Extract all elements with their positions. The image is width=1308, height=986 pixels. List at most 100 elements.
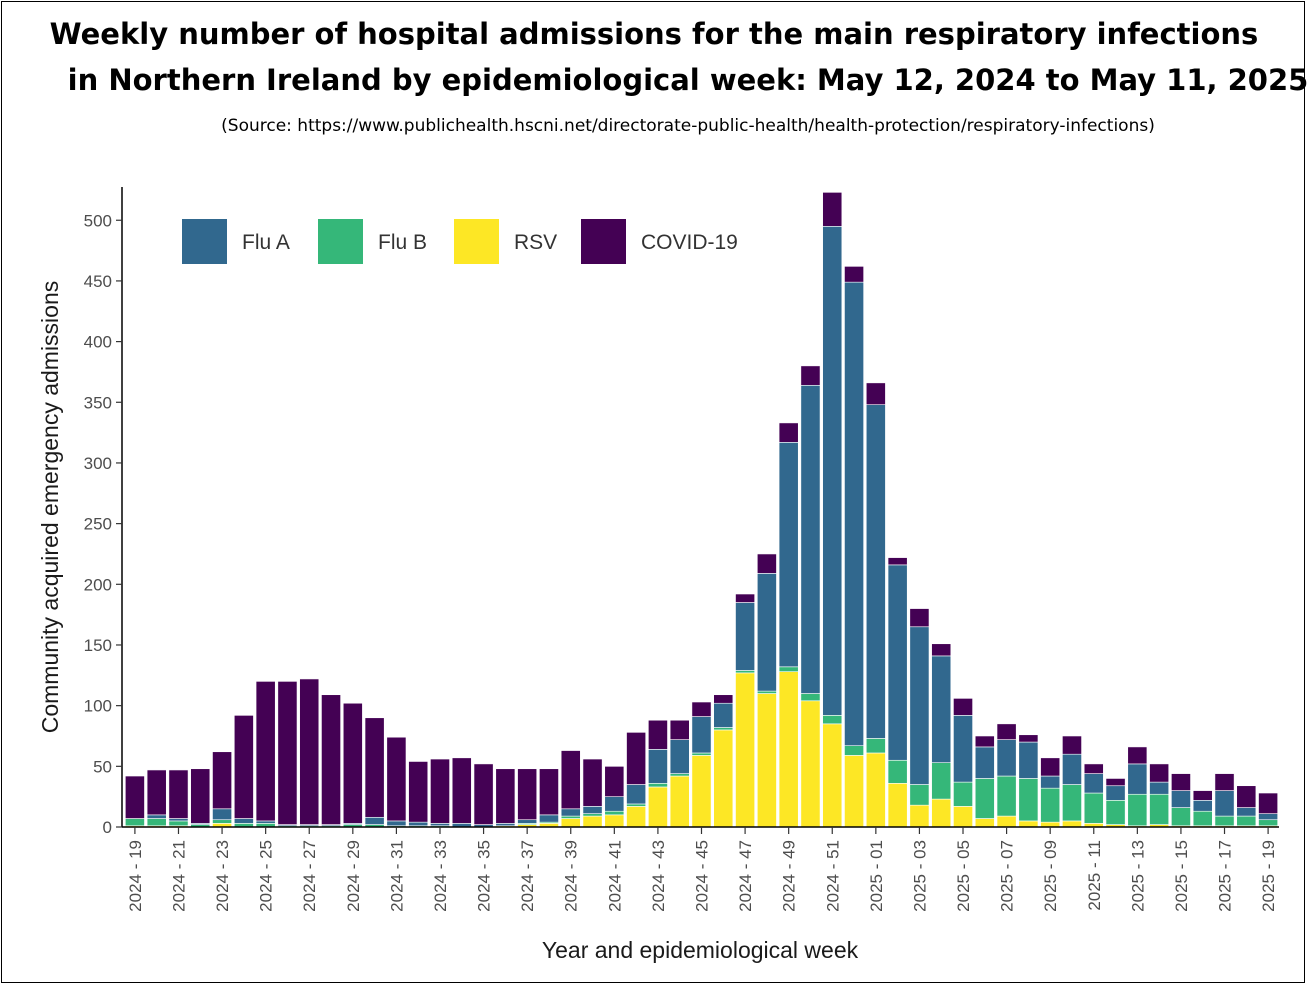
bar-segment-covid-19-2024-52: [844, 266, 864, 283]
bar-segment-rsv-2024-49: [778, 671, 799, 828]
legend-label-covid-19: COVID-19: [641, 231, 738, 254]
x-tick-label-2024-33: 2024 - 33: [431, 840, 450, 912]
bar-segment-flu-a-2025-07: [996, 739, 1017, 777]
y-axis-title: Community acquired emergency admissions: [37, 281, 63, 734]
bar-segment-rsv-2024-43: [648, 786, 668, 828]
bar-segment-covid-19-2024-48: [756, 553, 777, 574]
bar-segment-covid-19-2024-50: [800, 365, 821, 386]
bar-segment-flu-b-2025-01: [865, 738, 886, 754]
bar-segment-flu-b-2024-47: [735, 670, 755, 674]
bar-segment-flu-a-2024-32: [408, 821, 429, 827]
bar-segment-flu-a-2025-19: [1258, 813, 1279, 821]
bar-segment-flu-a-2025-17: [1214, 790, 1235, 817]
bar-segment-flu-b-2025-18: [1236, 815, 1257, 827]
bar-segment-rsv-2024-46: [713, 729, 734, 828]
bar-segment-flu-a-2025-05: [953, 715, 973, 783]
bar-segment-rsv-2024-39: [560, 818, 581, 828]
bar-segment-covid-19-2024-51: [822, 192, 843, 227]
chart-title-line-2: in Northern Ireland by epidemiological w…: [67, 63, 1308, 97]
bar-segment-covid-19-2024-24: [233, 715, 254, 819]
bar-segment-flu-a-2025-01: [865, 404, 886, 739]
bar-segment-flu-a-2024-37: [517, 819, 538, 824]
bar-segment-flu-b-2024-49: [778, 666, 799, 672]
bar-segment-flu-a-2024-25: [255, 820, 276, 824]
x-tick-label-2024-45: 2024 - 45: [693, 840, 712, 912]
bar-segment-flu-a-2024-48: [756, 573, 777, 692]
bar-segment-covid-19-2024-28: [321, 694, 341, 825]
x-tick-label-2024-19: 2024 - 19: [126, 840, 145, 912]
bar-segment-flu-b-2024-46: [713, 727, 734, 731]
bar-segment-rsv-2024-41: [604, 814, 625, 828]
x-tick-label-2025-15: 2025 - 15: [1172, 840, 1191, 912]
bar-segment-covid-19-2024-21: [168, 769, 189, 819]
bar-segment-covid-19-2024-31: [386, 736, 407, 822]
bar-segment-covid-19-2024-19: [125, 775, 145, 819]
bar-segment-covid-19-2025-12: [1105, 778, 1126, 787]
x-tick-label-2024-49: 2024 - 49: [780, 840, 799, 912]
bar-segment-covid-19-2024-37: [517, 768, 538, 821]
y-tick-label-50: 50: [93, 757, 112, 776]
y-tick-label-150: 150: [84, 636, 112, 655]
bar-segment-covid-19-2024-46: [713, 694, 734, 704]
bar-segment-flu-a-2024-30: [364, 816, 385, 825]
bar-segment-flu-b-2025-03: [909, 784, 930, 806]
bar-segment-covid-19-2025-16: [1192, 790, 1213, 801]
x-tick-label-2024-23: 2024 - 23: [213, 840, 232, 912]
bar-segment-flu-a-2025-03: [909, 626, 930, 785]
bar-segment-covid-19-2024-44: [669, 719, 690, 740]
bar-segment-covid-19-2024-36: [495, 768, 516, 824]
bar-segment-rsv-2024-45: [691, 755, 712, 828]
bar-segment-covid-19-2024-20: [146, 769, 167, 816]
x-tick-label-2024-29: 2024 - 29: [344, 840, 363, 912]
bar-segment-covid-19-2025-17: [1214, 773, 1235, 791]
bar-segment-flu-b-2024-42: [626, 803, 647, 807]
bar-segment-flu-b-2025-14: [1149, 793, 1170, 825]
bar-segment-covid-19-2024-29: [342, 702, 363, 824]
bar-segment-flu-a-2025-08: [1018, 741, 1039, 779]
x-tick-label-2025-19: 2025 - 19: [1259, 840, 1278, 912]
chart-source-note: (Source: https://www.publichealth.hscni.…: [221, 116, 1155, 136]
bar-segment-covid-19-2024-30: [364, 717, 385, 818]
bar-segment-flu-b-2025-11: [1083, 792, 1104, 824]
bar-segment-flu-b-2024-43: [648, 783, 668, 788]
bar-segment-flu-a-2024-51: [822, 226, 843, 716]
bar-segment-covid-19-2024-25: [255, 681, 276, 822]
bar-segment-rsv-2025-10: [1062, 820, 1082, 828]
bar-segment-flu-a-2024-40: [582, 806, 603, 814]
bar-segment-rsv-2024-52: [844, 755, 864, 828]
bar-segment-covid-19-2024-35: [473, 763, 494, 825]
bar-segment-rsv-2025-08: [1018, 820, 1039, 828]
bar-segment-flu-b-2025-06: [974, 778, 995, 819]
bar-segment-flu-a-2024-45: [691, 716, 712, 754]
bar-segment-covid-19-2025-08: [1018, 734, 1039, 743]
bar-segment-covid-19-2024-47: [735, 593, 755, 603]
bar-segment-flu-b-2024-52: [844, 745, 864, 756]
y-axis-ticks: 0 50 100 150 200 250 300 350 400 450 500: [84, 211, 122, 837]
bar-segment-flu-b-2025-02: [887, 759, 908, 784]
x-tick-label-2025-13: 2025 - 13: [1128, 840, 1147, 912]
bar-segment-covid-19-2025-14: [1149, 763, 1170, 783]
bar-segment-flu-b-2024-50: [800, 693, 821, 702]
legend-swatch-flu-b: [318, 219, 363, 264]
bar-segment-flu-a-2025-11: [1083, 773, 1104, 794]
bar-segment-flu-b-2024-44: [669, 773, 690, 777]
bar-segment-covid-19-2025-04: [931, 643, 952, 657]
x-tick-label-2025-11: 2025 - 11: [1085, 840, 1104, 911]
bar-segment-covid-19-2024-40: [582, 758, 603, 807]
x-tick-label-2024-51: 2024 - 51: [823, 840, 842, 912]
legend-swatch-rsv: [454, 219, 499, 264]
bar-segment-rsv-2024-50: [800, 700, 821, 828]
bar-segment-flu-a-2024-44: [669, 739, 690, 774]
bar-segment-flu-a-2024-47: [735, 602, 755, 671]
bar-segment-rsv-2025-03: [909, 804, 930, 828]
bar-segment-flu-b-2024-19: [125, 818, 145, 827]
bar-segment-flu-b-2024-51: [822, 715, 843, 725]
bar-segment-covid-19-2024-49: [778, 422, 799, 443]
bar-segment-covid-19-2025-02: [887, 557, 908, 566]
bar-segment-rsv-2025-02: [887, 783, 908, 828]
x-tick-label-2024-35: 2024 - 35: [475, 840, 494, 912]
legend-swatch-flu-a: [182, 219, 227, 264]
bar-segment-covid-19-2025-18: [1236, 785, 1257, 808]
bar-segment-flu-b-2024-48: [756, 690, 777, 694]
